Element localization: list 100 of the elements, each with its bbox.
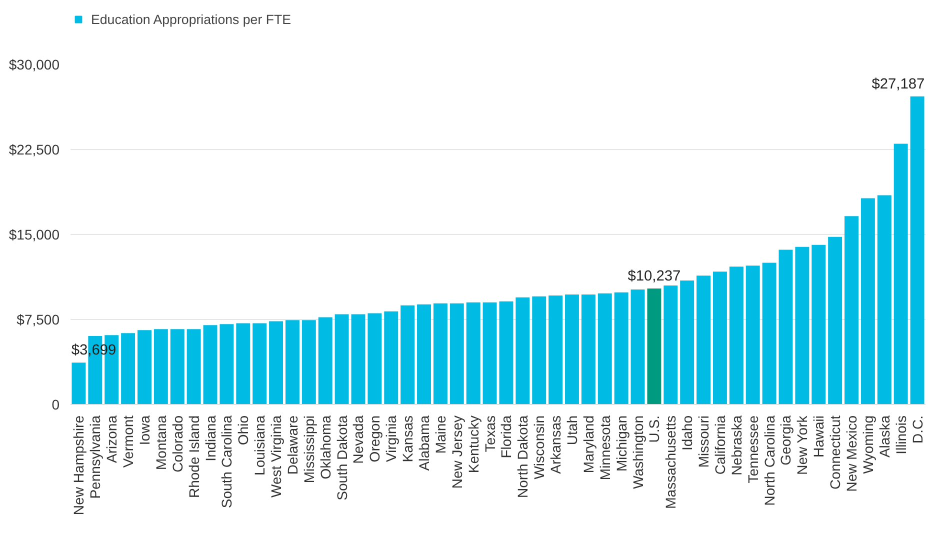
- bar: [121, 333, 136, 404]
- bar: [910, 96, 924, 404]
- bar: [285, 320, 300, 404]
- bar: [844, 216, 858, 404]
- bar: [565, 294, 579, 404]
- y-tick-label: $7,500: [16, 312, 60, 328]
- bar: [877, 195, 892, 404]
- bar: [532, 296, 546, 404]
- bar: [828, 236, 842, 404]
- bar: [252, 323, 267, 404]
- x-tick-label: South Carolina: [218, 415, 235, 508]
- x-tick-label: New Hampshire: [70, 415, 87, 516]
- bar: [894, 144, 908, 404]
- bar: [860, 198, 875, 404]
- x-tick-label: Kentucky: [465, 415, 482, 474]
- x-tick-label: New Mexico: [844, 415, 860, 492]
- bar: [203, 325, 218, 404]
- x-tick-label: Minnesota: [596, 415, 613, 480]
- x-tick-label: Ohio: [235, 415, 252, 446]
- bar: [696, 276, 711, 404]
- bar: [778, 250, 793, 404]
- x-tick-label: Hawaii: [810, 416, 827, 458]
- x-tick-label: Delaware: [284, 415, 300, 475]
- bar: [450, 303, 464, 404]
- bar: [318, 317, 332, 404]
- bar: [154, 329, 168, 404]
- bar: [630, 289, 645, 404]
- x-tick-label: Oregon: [366, 415, 383, 462]
- x-tick-label: Arizona: [104, 415, 120, 463]
- x-tick-label: Indiana: [202, 415, 218, 462]
- bar: [581, 294, 596, 404]
- x-tick-label: Idaho: [679, 415, 696, 451]
- x-tick-label: Iowa: [136, 415, 152, 446]
- bar: [680, 280, 694, 404]
- x-tick-label: Louisiana: [252, 415, 268, 476]
- x-tick-label: Oklahoma: [317, 415, 334, 480]
- bar: [516, 297, 530, 404]
- x-tick-label: North Carolina: [761, 415, 778, 506]
- x-tick-label: Colorado: [169, 415, 186, 472]
- bar: [384, 311, 398, 404]
- data-label: $27,187: [872, 76, 925, 92]
- x-tick-label: Mississippi: [300, 415, 317, 484]
- x-tick-label: Tennessee: [744, 415, 761, 484]
- x-tick-label: Montana: [152, 415, 169, 470]
- x-tick-label: Pennsylvania: [87, 415, 104, 499]
- x-tick-label: Michigan: [613, 415, 630, 472]
- x-tick-label: Kansas: [400, 415, 416, 462]
- bar: [138, 330, 152, 404]
- x-tick-label: California: [712, 415, 728, 475]
- bar: [417, 304, 431, 404]
- bar: [269, 321, 284, 404]
- y-tick-label: $15,000: [8, 226, 60, 242]
- bar: [72, 362, 86, 404]
- x-tick-label: Vermont: [120, 415, 136, 468]
- bar: [746, 266, 760, 404]
- bar: [334, 314, 349, 404]
- x-tick-label: Texas: [482, 415, 498, 452]
- y-tick-label: $22,500: [8, 142, 60, 158]
- bar: [236, 323, 250, 404]
- x-tick-label: Illinois: [892, 415, 909, 454]
- bar: [762, 262, 776, 404]
- x-tick-label: North Dakota: [514, 415, 531, 498]
- x-tick-label: Georgia: [778, 415, 794, 466]
- bar: [400, 305, 415, 404]
- data-label: $10,237: [628, 268, 681, 284]
- x-tick-label: South Dakota: [334, 415, 350, 500]
- x-tick-label: Arkansas: [548, 416, 564, 474]
- x-tick-label: U.S.: [646, 415, 662, 443]
- bar: [729, 266, 744, 404]
- y-tick-label: $30,000: [8, 56, 60, 72]
- x-tick-label: Nevada: [350, 415, 366, 464]
- x-tick-label: Connecticut: [827, 415, 844, 490]
- bar: [795, 246, 810, 404]
- x-tick-label: Wisconsin: [531, 415, 548, 480]
- bar: [614, 292, 628, 404]
- bar: [548, 295, 563, 404]
- bar: [647, 288, 662, 404]
- bar: [186, 329, 201, 404]
- x-tick-label: Nebraska: [728, 415, 744, 476]
- x-tick-label: D.C.: [909, 416, 926, 444]
- x-tick-label: Rhode Island: [186, 415, 202, 498]
- bar: [368, 313, 382, 404]
- bar: [664, 286, 678, 404]
- x-tick-label: Alaska: [876, 415, 892, 458]
- x-tick-label: Virginia: [383, 415, 400, 462]
- x-tick-label: Maryland: [580, 415, 596, 474]
- x-tick-label: West Virginia: [268, 415, 284, 498]
- x-tick-label: New Jersey: [448, 415, 465, 489]
- x-tick-label: Wyoming: [860, 415, 876, 474]
- bar: [466, 302, 480, 404]
- bar: [812, 244, 826, 404]
- x-tick-label: Missouri: [696, 415, 712, 468]
- bar: [482, 302, 497, 404]
- x-tick-label: New York: [794, 414, 810, 475]
- bar: [598, 293, 612, 404]
- x-tick-label: Utah: [564, 415, 580, 446]
- bar: [712, 272, 727, 404]
- bar: [499, 301, 514, 404]
- bar: [351, 314, 366, 404]
- x-tick-label: Massachusetts: [662, 415, 679, 509]
